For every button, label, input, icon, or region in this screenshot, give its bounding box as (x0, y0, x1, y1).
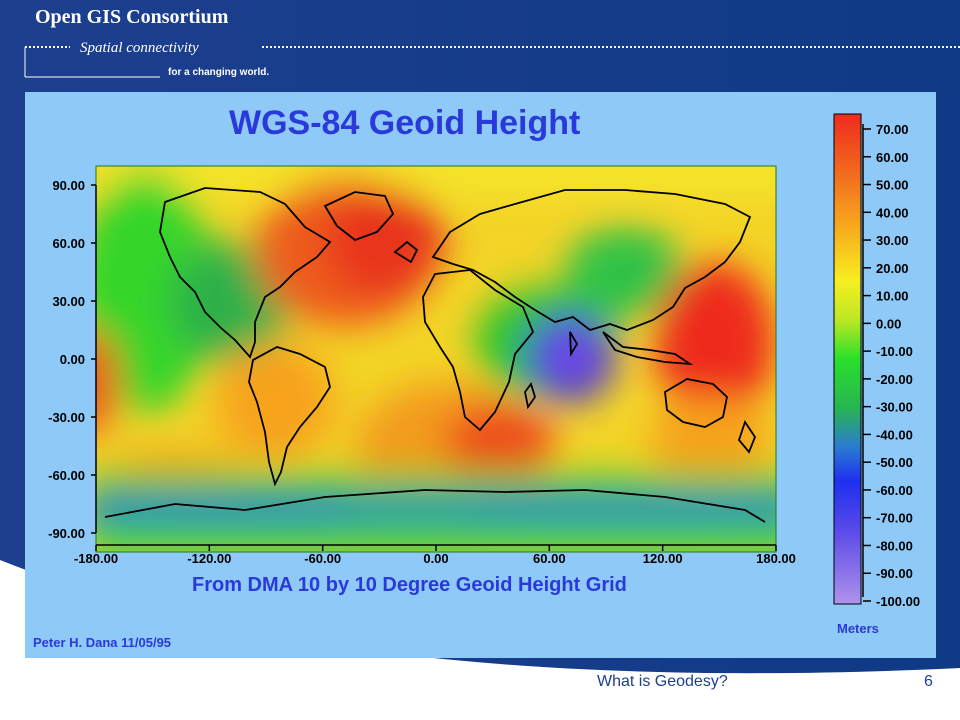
lat-ticks: 90.00 60.00 30.00 0.00 -30.00 -60.00 -90.00 (48, 178, 96, 541)
lon-tick-label: -180.00 (74, 551, 118, 566)
lat-tick-label: 60.00 (52, 236, 85, 251)
colorbar-tick-label: -80.00 (876, 538, 913, 553)
tagline: Spatial connectivity (80, 40, 199, 56)
colorbar-tick-label: 30.00 (876, 233, 909, 248)
colorbar-tick-label: -60.00 (876, 483, 913, 498)
map-subtitle: From DMA 10 by 10 Degree Geoid Height Gr… (192, 574, 627, 596)
lon-tick-label: 180.00 (756, 551, 796, 566)
colorbar-ticks: 70.00 60.00 50.00 40.00 30.00 20.00 10.00 0.00 -… (863, 122, 920, 609)
map-credit: Peter H. Dana 11/05/95 (33, 635, 171, 650)
colorbar-tick-label: -70.00 (876, 511, 913, 526)
lon-tick-label: 120.00 (643, 551, 683, 566)
colorbar-tick-label: -100.00 (876, 594, 920, 609)
lat-tick-label: 0.00 (60, 352, 85, 367)
lat-tick-label: -60.00 (48, 468, 85, 483)
page-number: 6 (924, 673, 933, 690)
geoid-height-field (96, 166, 776, 552)
lon-tick-label: -60.00 (304, 551, 341, 566)
map-title: WGS-84 Geoid Height (229, 104, 580, 142)
colorbar-unit: Meters (837, 621, 879, 636)
colorbar-tick-label: 20.00 (876, 261, 909, 276)
lon-tick-label: -120.00 (187, 551, 231, 566)
colorbar (833, 113, 862, 605)
brand-name: Open GIS Consortium (35, 6, 229, 28)
lat-tick-label: -90.00 (48, 526, 85, 541)
lat-tick-label: -30.00 (48, 410, 85, 425)
colorbar-tick-label: 10.00 (876, 289, 909, 304)
colorbar-tick-label: -10.00 (876, 344, 913, 359)
colorbar-tick-label: 60.00 (876, 150, 909, 165)
lon-tick-label: 0.00 (423, 551, 448, 566)
geoid-map-figure: 90.00 60.00 30.00 0.00 -30.00 -60.00 -90.00 -1… (25, 92, 936, 658)
colorbar-tick-label: 40.00 (876, 205, 909, 220)
lat-tick-label: 90.00 (52, 178, 85, 193)
colorbar-tick-label: -50.00 (876, 455, 913, 470)
colorbar-tick-label: 50.00 (876, 178, 909, 193)
colorbar-tick-label: 70.00 (876, 122, 909, 137)
colorbar-tick-label: -30.00 (876, 400, 913, 415)
footer-title: What is Geodesy? (597, 673, 728, 690)
colorbar-tick-label: -40.00 (876, 427, 913, 442)
lon-tick-label: 60.00 (533, 551, 566, 566)
colorbar-tick-label: 0.00 (876, 316, 901, 331)
lon-ticks: -180.00 -120.00 -60.00 0.00 60.00 120.00 180.0… (74, 545, 796, 566)
colorbar-tick-label: -20.00 (876, 372, 913, 387)
colorbar-tick-label: -90.00 (876, 566, 913, 581)
tagline-2: for a changing world. (168, 67, 270, 78)
lat-tick-label: 30.00 (52, 294, 85, 309)
